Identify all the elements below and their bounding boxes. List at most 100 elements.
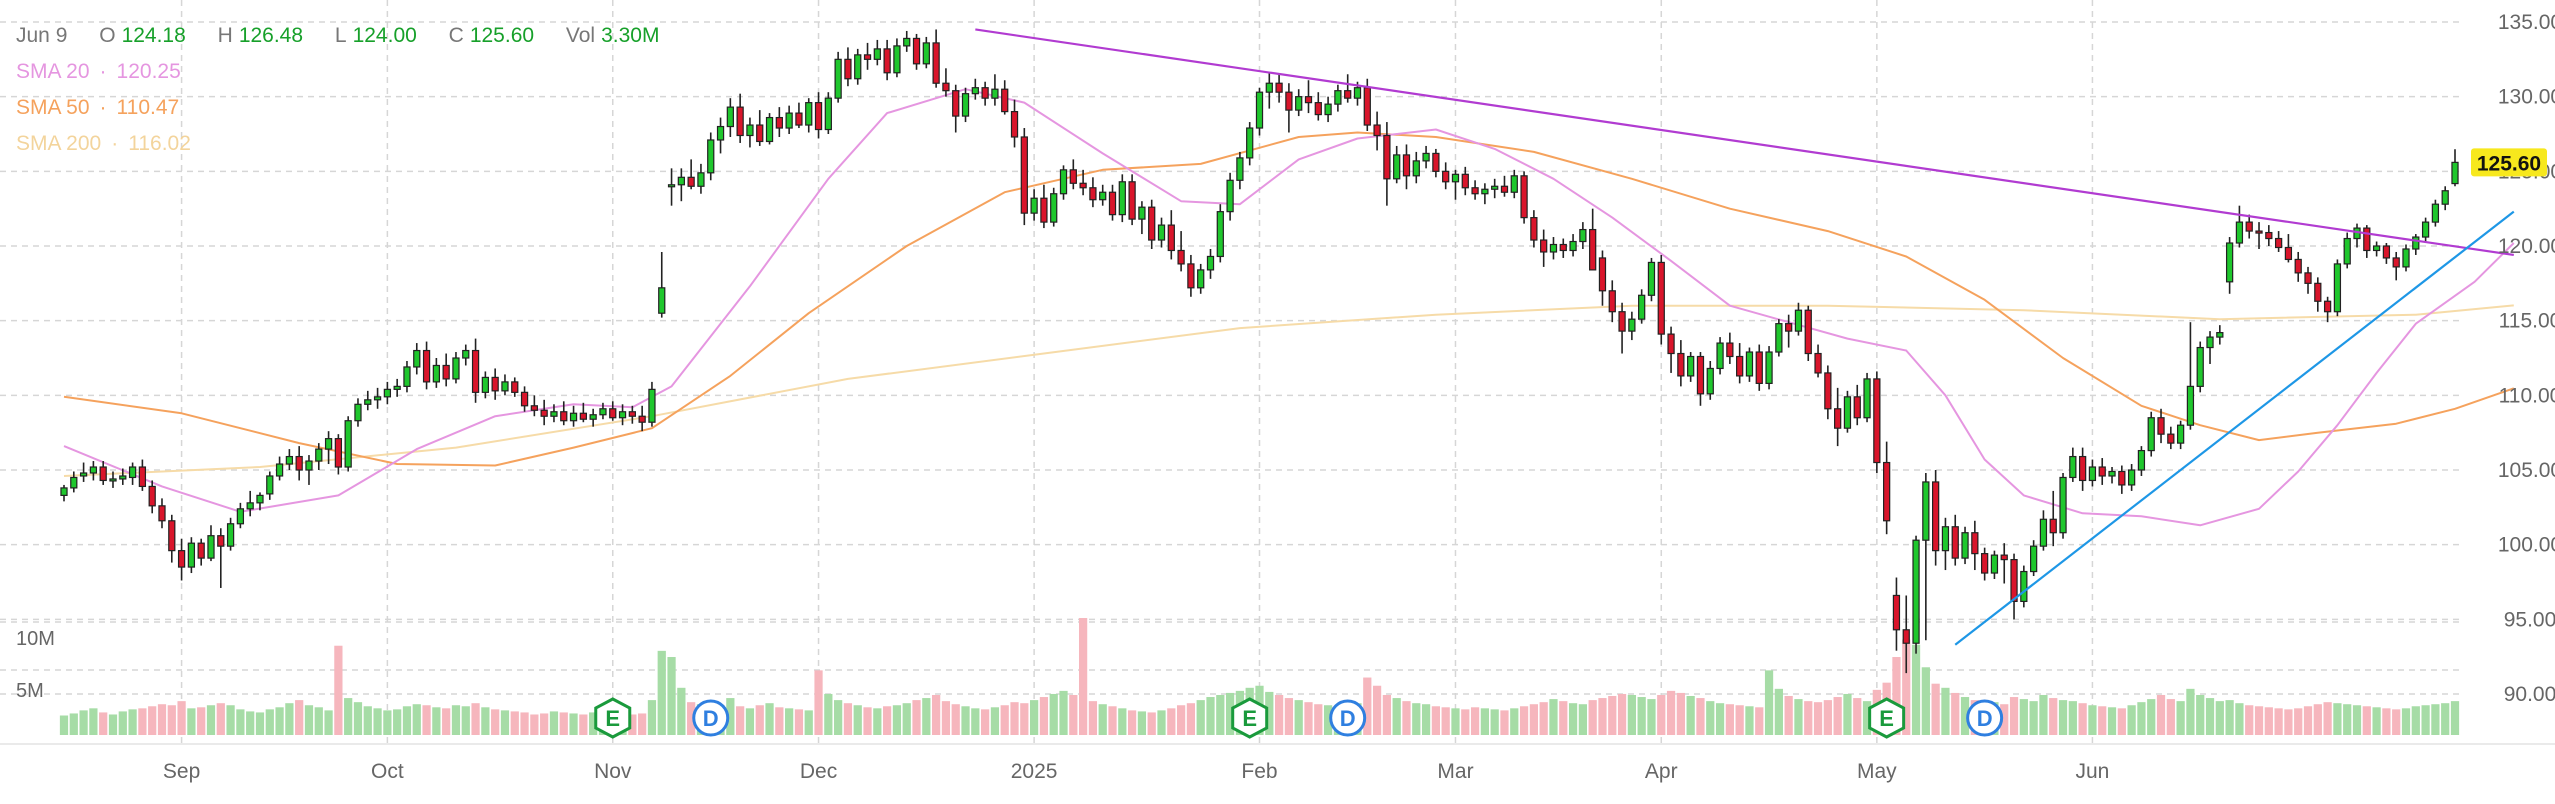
- volume-bar[interactable]: [1941, 687, 1950, 735]
- candle[interactable]: [1020, 128, 1028, 226]
- volume-bar[interactable]: [1216, 694, 1225, 735]
- earnings-marker[interactable]: E: [1231, 697, 1269, 739]
- candle[interactable]: [266, 471, 274, 500]
- candle[interactable]: [2196, 341, 2204, 393]
- candle[interactable]: [2216, 325, 2224, 345]
- volume-bar[interactable]: [1127, 710, 1137, 735]
- volume-bar[interactable]: [128, 709, 137, 735]
- volume-bar[interactable]: [383, 710, 392, 735]
- volume-bar[interactable]: [628, 714, 637, 735]
- volume-bar[interactable]: [589, 712, 598, 735]
- volume-bar[interactable]: [2049, 698, 2058, 735]
- candle[interactable]: [697, 163, 705, 194]
- candle[interactable]: [344, 416, 352, 472]
- candle[interactable]: [1794, 302, 1803, 336]
- volume-bar[interactable]: [559, 712, 568, 735]
- volume-bar[interactable]: [873, 708, 882, 735]
- indicator-sma200[interactable]: SMA 200 · 116.02: [16, 126, 659, 162]
- volume-bar[interactable]: [334, 645, 343, 735]
- candle[interactable]: [1628, 311, 1636, 341]
- volume-bar[interactable]: [1000, 705, 1009, 735]
- volume-bar[interactable]: [1441, 707, 1450, 735]
- volume-bar[interactable]: [2441, 703, 2450, 735]
- candle[interactable]: [736, 93, 744, 143]
- volume-bar[interactable]: [1598, 698, 1607, 735]
- volume-bar[interactable]: [647, 700, 657, 735]
- volume-bar[interactable]: [1588, 700, 1597, 735]
- candle[interactable]: [1069, 159, 1077, 190]
- candle[interactable]: [854, 48, 862, 85]
- candle[interactable]: [1608, 280, 1616, 323]
- candle[interactable]: [824, 92, 832, 134]
- candle[interactable]: [187, 537, 196, 574]
- volume-bar[interactable]: [1666, 690, 1676, 735]
- candle[interactable]: [991, 74, 999, 106]
- volume-bar[interactable]: [520, 712, 529, 735]
- candle[interactable]: [285, 449, 294, 470]
- volume-bar[interactable]: [167, 705, 176, 735]
- candle[interactable]: [119, 468, 127, 485]
- volume-bar[interactable]: [118, 711, 127, 735]
- volume-bar[interactable]: [1647, 699, 1656, 735]
- candle[interactable]: [726, 98, 734, 137]
- volume-bar[interactable]: [883, 706, 892, 735]
- candle[interactable]: [1657, 254, 1665, 345]
- volume-bar[interactable]: [961, 706, 970, 735]
- candle[interactable]: [1030, 189, 1038, 221]
- volume-bar[interactable]: [1470, 707, 1480, 735]
- candle[interactable]: [1442, 162, 1450, 190]
- candle[interactable]: [1736, 343, 1744, 384]
- volume-bar[interactable]: [402, 706, 412, 735]
- candle[interactable]: [1383, 122, 1391, 206]
- candle[interactable]: [99, 461, 107, 485]
- candle[interactable]: [1765, 346, 1773, 390]
- volume-bar[interactable]: [1804, 701, 1813, 735]
- volume-bar[interactable]: [657, 650, 666, 735]
- candle[interactable]: [2069, 447, 2077, 482]
- candle[interactable]: [1295, 89, 1303, 117]
- candle[interactable]: [2333, 259, 2342, 317]
- volume-bar[interactable]: [1323, 705, 1333, 735]
- candle[interactable]: [2010, 553, 2018, 620]
- candle[interactable]: [1099, 184, 1107, 206]
- candle[interactable]: [1275, 74, 1283, 103]
- candle[interactable]: [315, 443, 323, 470]
- volume-bar[interactable]: [1951, 692, 1960, 735]
- volume-bar[interactable]: [69, 713, 78, 735]
- volume-bar[interactable]: [1921, 667, 1930, 735]
- candle[interactable]: [334, 434, 343, 475]
- volume-bar[interactable]: [2166, 699, 2175, 735]
- candle[interactable]: [1824, 365, 1832, 420]
- volume-bar[interactable]: [2117, 708, 2126, 735]
- candle[interactable]: [844, 47, 852, 87]
- volume-bar[interactable]: [1039, 697, 1049, 735]
- candle[interactable]: [1951, 514, 1959, 566]
- candle[interactable]: [511, 377, 519, 397]
- volume-bar[interactable]: [1157, 710, 1166, 735]
- volume-bar[interactable]: [89, 708, 98, 735]
- candle[interactable]: [305, 455, 313, 485]
- volume-bar[interactable]: [1774, 688, 1783, 735]
- volume-bar[interactable]: [2274, 708, 2283, 735]
- candle[interactable]: [589, 408, 597, 427]
- volume-bar[interactable]: [1657, 694, 1666, 735]
- volume-bar[interactable]: [1069, 694, 1078, 735]
- candle[interactable]: [1412, 151, 1420, 184]
- volume-bar[interactable]: [1637, 697, 1646, 735]
- candle[interactable]: [1206, 248, 1215, 279]
- volume-bar[interactable]: [1862, 701, 1872, 735]
- volume-bar[interactable]: [1078, 618, 1088, 735]
- candle[interactable]: [413, 343, 421, 375]
- candle[interactable]: [2402, 244, 2410, 272]
- earnings-marker[interactable]: E: [594, 697, 632, 739]
- volume-bar[interactable]: [304, 705, 314, 735]
- volume-bar[interactable]: [2000, 704, 2009, 735]
- volume-bar[interactable]: [2078, 703, 2087, 735]
- volume-bar[interactable]: [1451, 708, 1460, 735]
- candle[interactable]: [236, 502, 245, 529]
- volume-bar[interactable]: [255, 712, 265, 735]
- candle[interactable]: [658, 251, 666, 318]
- volume-bar[interactable]: [2156, 694, 2166, 735]
- volume-bar[interactable]: [794, 709, 804, 735]
- volume-bar[interactable]: [981, 709, 990, 735]
